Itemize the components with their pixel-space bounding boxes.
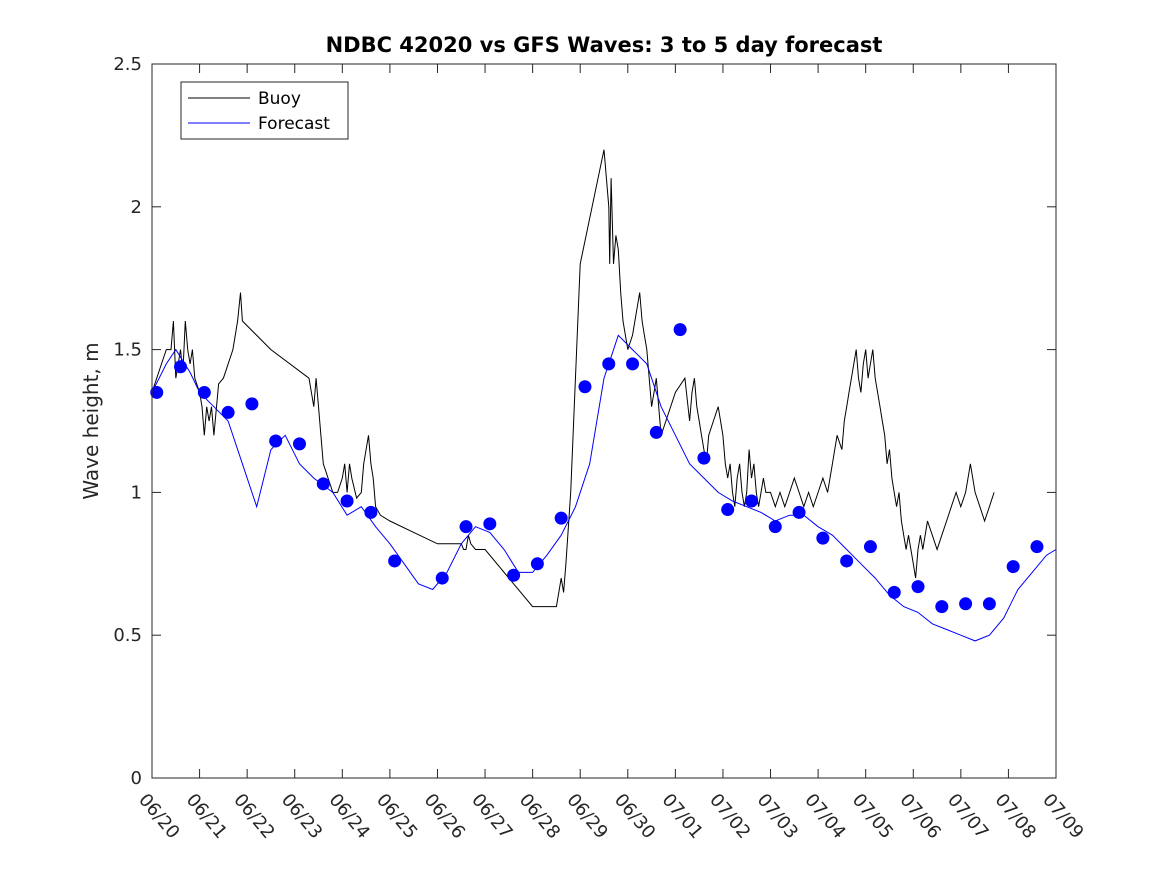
x-tick-label: 06/22 [229, 790, 278, 843]
legend: Buoy Forecast [180, 81, 349, 140]
forecast-marker [887, 585, 901, 599]
forecast-marker [554, 511, 568, 525]
x-tick-label: 06/21 [182, 790, 231, 843]
legend-buoy-label: Buoy [258, 89, 301, 109]
x-tick-label: 06/23 [277, 790, 326, 843]
forecast-marker [578, 380, 592, 394]
x-tick-label: 07/05 [848, 790, 897, 843]
forecast-marker [483, 517, 497, 531]
series-line-buoy [151, 149, 995, 608]
plot-area [152, 64, 1056, 778]
forecast-marker [602, 357, 616, 371]
forecast-marker [911, 580, 925, 594]
forecast-marker [174, 360, 188, 374]
marker-layer [150, 323, 1044, 614]
x-tick-label: 07/01 [658, 790, 707, 843]
series-layer [151, 149, 1057, 642]
y-axis: 0 0.5 1 1.5 2 2.5 [113, 54, 1056, 789]
forecast-marker [1030, 540, 1044, 554]
forecast-marker [245, 397, 259, 411]
forecast-marker [792, 505, 806, 519]
forecast-marker [197, 385, 211, 399]
forecast-marker [221, 405, 235, 419]
forecast-marker [721, 503, 735, 517]
forecast-marker [768, 520, 782, 534]
forecast-marker [816, 531, 830, 545]
y-tick-label: 2 [131, 197, 142, 218]
forecast-marker [673, 323, 687, 337]
y-tick-label: 1.5 [113, 340, 142, 361]
legend-forecast-label: Forecast [258, 114, 330, 134]
x-tick-label: 06/27 [467, 790, 516, 843]
legend-box [180, 81, 349, 140]
x-tick-label: 06/26 [420, 790, 469, 843]
y-tick-label: 0 [131, 768, 142, 789]
x-tick-label: 06/25 [372, 790, 421, 843]
forecast-marker [316, 477, 330, 491]
forecast-marker [697, 451, 711, 465]
x-tick-label: 07/06 [895, 790, 944, 843]
forecast-marker [935, 600, 949, 614]
forecast-marker [982, 597, 996, 611]
x-tick-label: 06/20 [134, 790, 183, 843]
forecast-marker [530, 557, 544, 571]
forecast-marker [626, 357, 640, 371]
x-tick-label: 07/08 [991, 790, 1040, 843]
forecast-marker [744, 494, 758, 508]
y-tick-label: 1 [131, 482, 142, 503]
forecast-marker [388, 554, 402, 568]
chart-title: NDBC 42020 vs GFS Waves: 3 to 5 day fore… [326, 33, 883, 57]
plot-frame [151, 63, 1057, 779]
forecast-marker [459, 520, 473, 534]
forecast-marker [292, 437, 306, 451]
forecast-marker [340, 494, 354, 508]
x-tick-label: 07/07 [943, 790, 992, 843]
forecast-marker [435, 571, 449, 585]
forecast-marker [959, 597, 973, 611]
x-tick-label: 06/24 [324, 790, 373, 843]
series-line-forecast [151, 334, 1057, 642]
x-tick-label: 07/09 [1038, 790, 1087, 843]
forecast-marker [840, 554, 854, 568]
forecast-marker [364, 505, 378, 519]
forecast-marker [507, 568, 521, 582]
forecast-marker [863, 540, 877, 554]
x-tick-label: 07/03 [753, 790, 802, 843]
forecast-marker [269, 434, 283, 448]
y-tick-label: 2.5 [113, 54, 142, 75]
x-tick-label: 06/30 [610, 790, 659, 843]
forecast-marker [649, 425, 663, 439]
x-tick-label: 07/02 [705, 790, 754, 843]
x-tick-label: 06/28 [515, 790, 564, 843]
forecast-marker [1006, 560, 1020, 574]
y-tick-label: 0.5 [113, 625, 142, 646]
x-tick-label: 07/04 [800, 790, 849, 843]
y-axis-label: Wave height, m [79, 342, 103, 499]
forecast-marker [150, 385, 164, 399]
x-tick-label: 06/29 [562, 790, 611, 843]
